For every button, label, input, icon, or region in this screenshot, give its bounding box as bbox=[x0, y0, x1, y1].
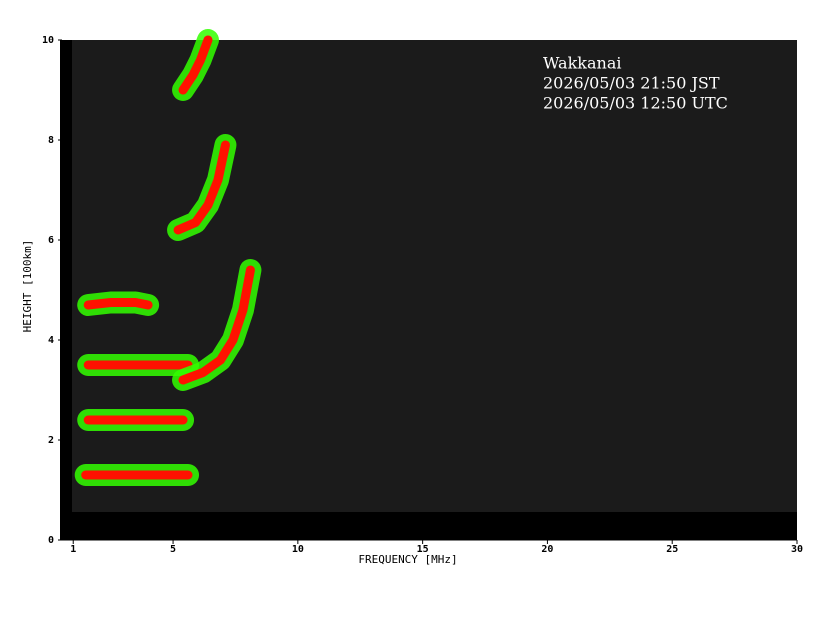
echo-core bbox=[83, 298, 153, 310]
y-tick-label: 8 bbox=[48, 135, 54, 146]
x-tick-label: 5 bbox=[170, 544, 176, 555]
station-name: Wakkanai bbox=[543, 54, 621, 73]
x-tick-label: 25 bbox=[666, 544, 678, 555]
time-utc: 2026/05/03 12:50 UTC bbox=[543, 94, 728, 113]
x-tick-label: 1 bbox=[70, 544, 76, 555]
y-tick-label: 10 bbox=[42, 35, 54, 46]
time-jst: 2026/05/03 21:50 JST bbox=[543, 74, 720, 93]
x-tick-label: 15 bbox=[417, 544, 429, 555]
x-tick-label: 10 bbox=[292, 544, 304, 555]
y-tick-label: 4 bbox=[48, 335, 54, 346]
y-tick-label: 6 bbox=[48, 235, 54, 246]
x-tick-label: 30 bbox=[791, 544, 803, 555]
echo-core bbox=[173, 140, 230, 235]
left-strip bbox=[60, 40, 72, 540]
blank-band bbox=[62, 512, 797, 540]
x-tick-label: 20 bbox=[541, 544, 553, 555]
y-tick-label: 2 bbox=[48, 435, 54, 446]
echo-core bbox=[178, 35, 213, 95]
plot-background bbox=[62, 40, 797, 512]
y-axis-label: HEIGHT [100km] bbox=[21, 240, 34, 333]
echo-core bbox=[178, 265, 255, 385]
y-tick-label: 0 bbox=[48, 535, 54, 546]
x-axis-label: FREQUENCY [MHz] bbox=[358, 553, 457, 566]
